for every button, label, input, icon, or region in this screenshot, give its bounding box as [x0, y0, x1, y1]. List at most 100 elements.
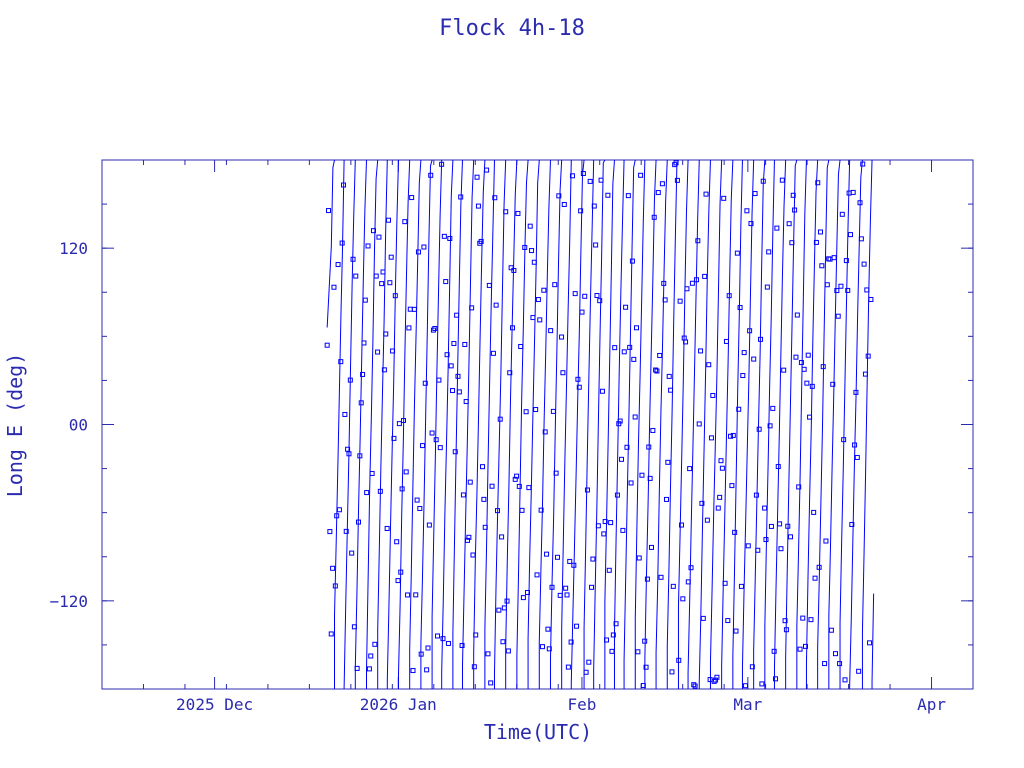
- data-point: [537, 317, 543, 323]
- data-point: [437, 445, 443, 451]
- data-point: [368, 653, 374, 659]
- data-point: [460, 492, 466, 498]
- data-point: [766, 249, 772, 255]
- data-point: [867, 640, 873, 646]
- data-point: [553, 470, 559, 476]
- x-axis-title: Time(UTC): [484, 720, 592, 744]
- data-point: [410, 668, 416, 674]
- data-point: [674, 177, 680, 183]
- series-line: [431, 159, 443, 689]
- data-point: [676, 657, 682, 663]
- data-point: [703, 191, 709, 197]
- y-tick-label: 00: [69, 416, 88, 435]
- data-point: [544, 551, 550, 557]
- data-point: [852, 442, 858, 448]
- data-point: [838, 283, 844, 289]
- data-point: [462, 341, 468, 347]
- series-line: [538, 159, 551, 689]
- data-point: [627, 344, 633, 350]
- series-line: [623, 159, 636, 689]
- data-point: [578, 208, 584, 214]
- data-point: [575, 376, 581, 382]
- data-point: [614, 492, 620, 498]
- data-point: [610, 632, 616, 638]
- data-point: [748, 221, 754, 227]
- data-point: [670, 583, 676, 589]
- data-point: [640, 682, 646, 688]
- data-point: [561, 201, 567, 207]
- data-point: [823, 538, 829, 544]
- data-point: [417, 505, 423, 511]
- data-point: [422, 380, 428, 386]
- data-point: [469, 305, 475, 311]
- data-point: [718, 458, 724, 464]
- data-point: [548, 328, 554, 334]
- data-point: [639, 472, 645, 478]
- data-point: [559, 334, 565, 340]
- series-line: [473, 159, 486, 689]
- data-point: [415, 249, 421, 255]
- series-line: [613, 159, 625, 689]
- data-point: [324, 342, 330, 348]
- series-line: [709, 159, 723, 689]
- data-point: [841, 437, 847, 443]
- data-point: [706, 362, 712, 368]
- data-point: [804, 380, 810, 386]
- data-point: [399, 486, 405, 492]
- data-point: [343, 528, 349, 534]
- data-point: [732, 529, 738, 535]
- data-point: [687, 466, 693, 472]
- series-line: [828, 159, 841, 689]
- data-point: [361, 340, 367, 346]
- series-line: [461, 159, 475, 689]
- data-point: [545, 626, 551, 632]
- data-point: [797, 646, 803, 652]
- data-point: [599, 388, 605, 394]
- data-point: [488, 680, 494, 686]
- data-point: [777, 521, 783, 527]
- data-point: [770, 405, 776, 411]
- data-point: [589, 584, 595, 590]
- data-point: [802, 643, 808, 649]
- chart-title: Flock 4h-18: [439, 16, 585, 41]
- data-point: [365, 243, 371, 249]
- data-point: [733, 628, 739, 634]
- series-line: [634, 159, 646, 689]
- data-point: [680, 596, 686, 602]
- data-point: [336, 507, 342, 513]
- data-point: [613, 621, 619, 627]
- data-point: [775, 464, 781, 470]
- data-point: [602, 519, 608, 525]
- data-point: [594, 293, 600, 299]
- data-point: [392, 293, 398, 299]
- data-point: [689, 280, 695, 286]
- data-point: [574, 623, 580, 629]
- data-point: [753, 492, 759, 498]
- data-point: [824, 282, 830, 288]
- data-point: [782, 618, 788, 624]
- data-point: [805, 352, 811, 358]
- data-point: [341, 182, 347, 188]
- y-tick-label: −120: [49, 592, 88, 611]
- data-point: [768, 523, 774, 529]
- data-point: [831, 255, 837, 261]
- data-point: [598, 177, 604, 183]
- data-point: [632, 414, 638, 420]
- data-point: [428, 172, 434, 178]
- axis-ticks: [101, 159, 974, 690]
- data-point: [629, 258, 635, 264]
- data-point: [662, 297, 668, 303]
- data-point: [346, 451, 352, 457]
- x-tick-labels: 2025 Dec 2026 Jan Feb Mar Apr: [176, 695, 946, 714]
- data-point: [767, 423, 773, 429]
- series-line: [871, 593, 875, 689]
- data-point: [539, 644, 545, 650]
- data-point: [647, 475, 653, 481]
- data-point: [743, 683, 749, 689]
- series-line: [561, 159, 572, 689]
- data-point: [715, 505, 721, 511]
- data-point: [624, 444, 630, 450]
- series-line: [365, 159, 379, 689]
- data-point: [634, 325, 640, 331]
- data-point: [514, 473, 520, 479]
